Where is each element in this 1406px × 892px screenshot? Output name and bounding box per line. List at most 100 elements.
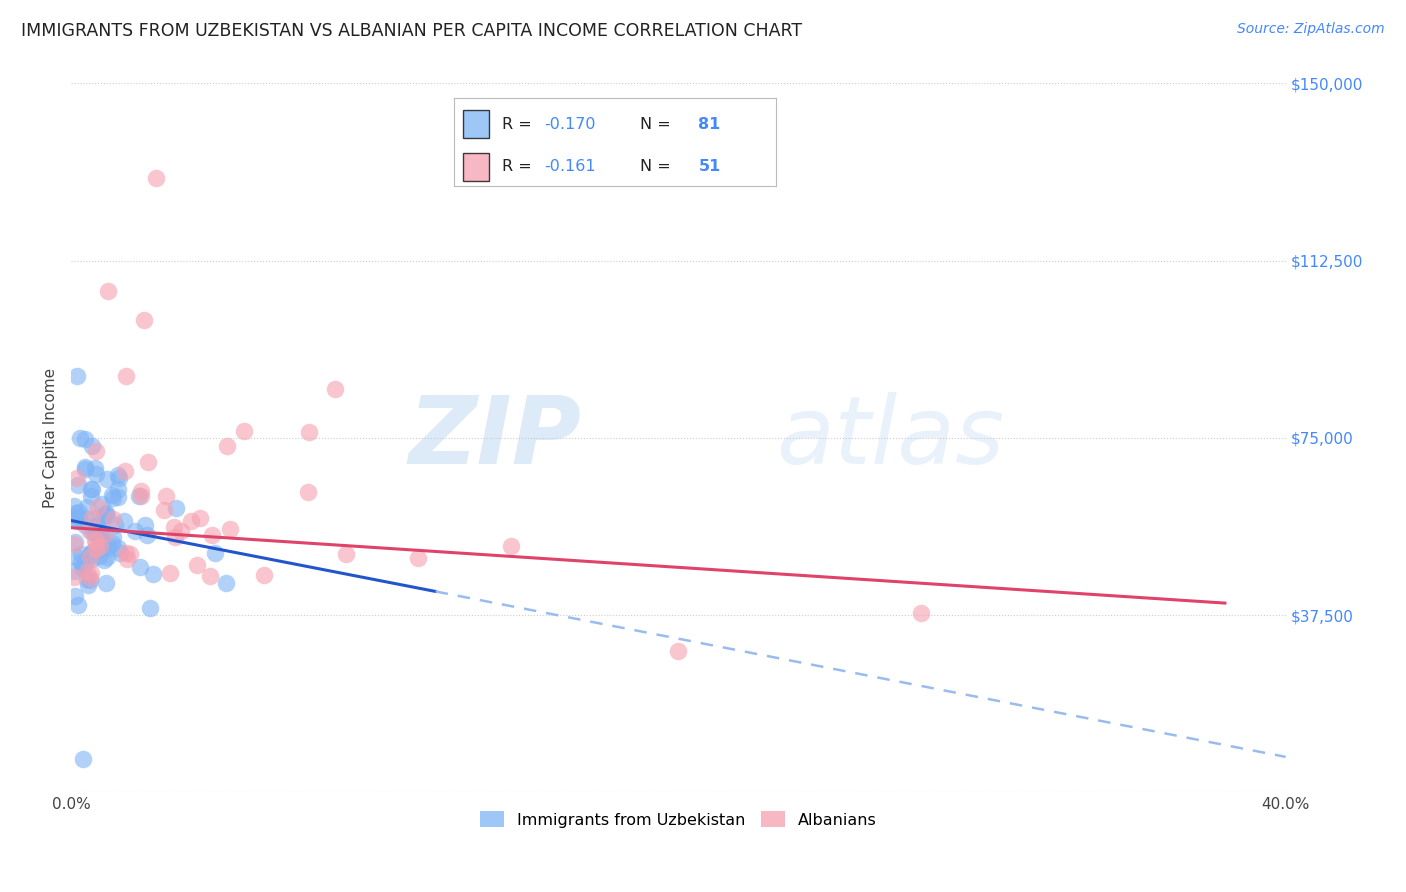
Point: [97, 541, 120, 555]
Point: [67, 505, 90, 519]
Point: [65, 550, 87, 565]
Point: [80, 511, 103, 525]
Point: [86, 519, 108, 533]
Point: [145, 171, 167, 186]
Point: [86, 444, 108, 458]
Point: [72, 752, 94, 766]
Point: [180, 514, 202, 528]
Point: [97, 538, 120, 552]
Point: [114, 464, 136, 478]
Point: [63, 537, 86, 551]
Point: [90, 542, 112, 557]
Text: Source: ZipAtlas.com: Source: ZipAtlas.com: [1237, 22, 1385, 37]
Point: [73, 558, 96, 572]
Text: atlas: atlas: [776, 392, 1004, 483]
Point: [73, 432, 96, 446]
Point: [129, 483, 152, 498]
Point: [139, 601, 162, 615]
Point: [70, 547, 93, 561]
Point: [91, 497, 114, 511]
Point: [67, 510, 90, 524]
Point: [910, 606, 932, 620]
Point: [103, 530, 125, 544]
Legend: Immigrants from Uzbekistan, Albanians: Immigrants from Uzbekistan, Albanians: [474, 805, 883, 834]
Point: [153, 503, 176, 517]
Point: [136, 455, 159, 469]
Point: [89, 529, 111, 543]
Point: [668, 643, 690, 657]
Point: [63, 510, 86, 524]
Point: [186, 558, 208, 573]
Point: [70, 560, 93, 574]
Point: [76, 565, 98, 579]
Point: [298, 425, 321, 439]
Point: [76, 573, 98, 587]
Point: [94, 506, 117, 520]
Point: [82, 551, 104, 566]
Point: [219, 522, 242, 536]
Point: [107, 541, 129, 555]
Point: [79, 549, 101, 564]
Text: IMMIGRANTS FROM UZBEKISTAN VS ALBANIAN PER CAPITA INCOME CORRELATION CHART: IMMIGRANTS FROM UZBEKISTAN VS ALBANIAN P…: [21, 22, 803, 40]
Point: [253, 568, 276, 582]
Point: [75, 460, 97, 475]
Point: [134, 312, 156, 326]
Point: [94, 526, 117, 541]
Point: [76, 500, 98, 514]
Point: [233, 424, 256, 438]
Point: [124, 524, 146, 539]
Point: [66, 369, 89, 384]
Point: [63, 535, 86, 549]
Point: [80, 439, 103, 453]
Point: [120, 547, 142, 561]
Point: [80, 545, 103, 559]
Point: [89, 528, 111, 542]
Point: [67, 599, 90, 613]
Point: [129, 489, 152, 503]
Point: [155, 489, 177, 503]
Point: [335, 547, 357, 561]
Point: [165, 530, 187, 544]
Point: [170, 524, 193, 539]
Point: [323, 382, 346, 396]
Point: [198, 569, 221, 583]
Point: [84, 533, 107, 548]
Point: [63, 564, 86, 578]
Point: [80, 489, 103, 503]
Point: [101, 488, 124, 502]
Point: [80, 546, 103, 560]
Point: [69, 555, 91, 569]
Point: [63, 499, 86, 513]
Point: [63, 589, 86, 603]
Point: [165, 501, 187, 516]
Point: [84, 525, 107, 540]
Point: [84, 460, 107, 475]
Point: [73, 518, 96, 533]
Point: [86, 526, 108, 541]
Point: [65, 506, 87, 520]
Point: [128, 489, 150, 503]
Y-axis label: Per Capita Income: Per Capita Income: [44, 368, 58, 508]
Point: [96, 549, 118, 564]
Point: [107, 482, 129, 496]
Point: [163, 520, 186, 534]
Point: [112, 514, 135, 528]
Point: [79, 574, 101, 588]
Point: [89, 539, 111, 553]
Point: [69, 431, 91, 445]
Point: [66, 477, 89, 491]
Point: [79, 550, 101, 565]
Point: [96, 508, 118, 523]
Point: [159, 566, 181, 580]
Point: [94, 576, 117, 591]
Point: [129, 559, 152, 574]
Point: [201, 528, 224, 542]
Point: [215, 575, 238, 590]
Point: [76, 577, 98, 591]
Point: [66, 514, 89, 528]
Point: [217, 440, 239, 454]
Point: [84, 541, 107, 556]
Point: [84, 467, 107, 481]
Point: [77, 523, 100, 537]
Point: [80, 524, 103, 539]
